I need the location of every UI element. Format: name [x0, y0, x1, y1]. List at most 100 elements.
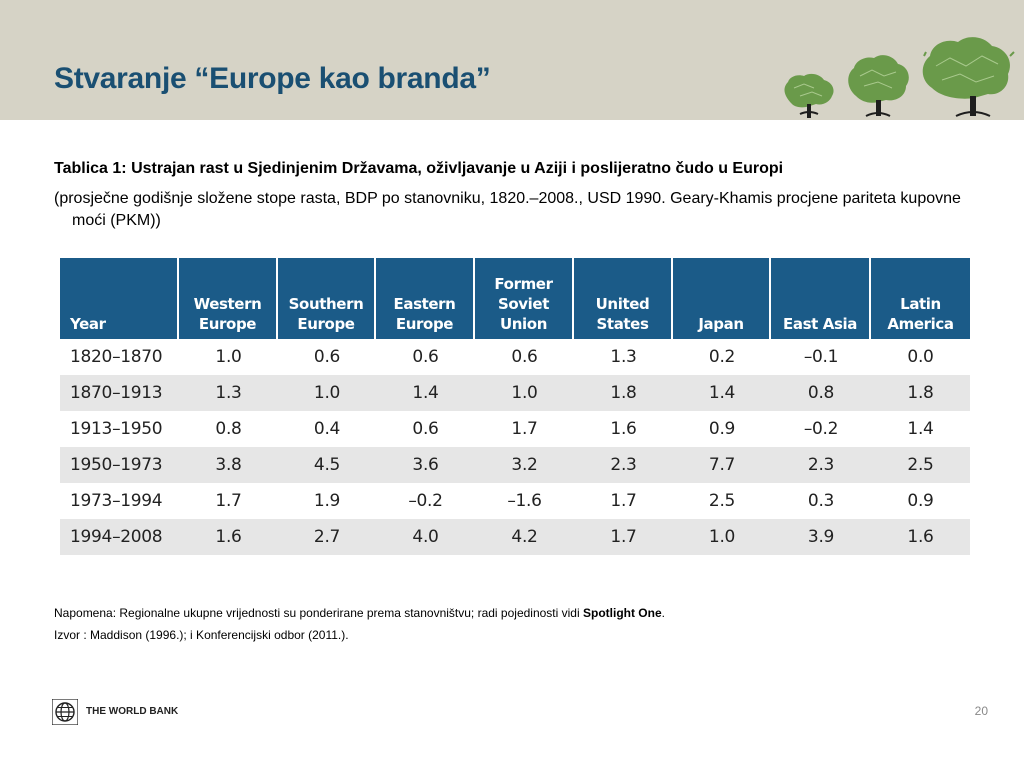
value-cell: 0.4: [313, 419, 341, 439]
table-row: 1870–1913 1.3 1.0 1.4 1.0 1.8 1.4 0.8 1.8: [60, 375, 970, 411]
column-header: Eastern Europe: [376, 258, 475, 339]
table-note: Napomena: Regionalne ukupne vrijednosti …: [54, 606, 665, 620]
value-cell: 1.3: [610, 347, 637, 367]
note-bold-link: Spotlight One: [582, 606, 662, 620]
table-body: 1820–1870 1.0 0.6 0.6 0.6 1.3 0.2 –0.1 0.0 1870–1…: [60, 339, 970, 555]
value-cell: 3.9: [771, 519, 871, 555]
value-cell: 4.2: [475, 519, 574, 555]
value-cell: 4.5: [278, 447, 376, 483]
growth-rates-table: Year Western Europe Southern Europe Eastern Eu…: [60, 258, 970, 555]
value-cell: 0.3: [807, 491, 835, 511]
value-cell: 1.7: [574, 519, 673, 555]
column-header-line: Year: [70, 315, 106, 333]
small-tree-icon: [784, 73, 834, 118]
value-cell: 1.7: [610, 491, 637, 511]
value-cell: 1.7: [511, 419, 538, 439]
table-header: Year Western Europe Southern Europe Eastern Eu…: [60, 258, 970, 339]
column-header: Southern Europe: [278, 258, 376, 339]
value-cell: 1.6: [610, 419, 637, 439]
column-header-line: Union: [500, 315, 547, 333]
period-cell: 1870–1913: [60, 375, 179, 411]
column-header: Year: [60, 258, 179, 339]
large-tree-icon: [922, 37, 1015, 117]
value-cell: 3.2: [475, 447, 574, 483]
column-header-line: States: [596, 315, 649, 333]
table-row: 1950–1973 3.8 4.5 3.6 3.2 2.3 7.7 2.3 2.5: [60, 447, 970, 483]
table-row: 1820–1870 1.0 0.6 0.6 0.6 1.3 0.2 –0.1 0.0: [60, 339, 970, 375]
value-cell: 1.4: [673, 375, 771, 411]
value-cell: 0.6: [412, 347, 439, 367]
value-cell: 0.2: [708, 347, 736, 367]
value-cell: –0.2: [408, 491, 443, 511]
period-cell: 1913–1950: [70, 419, 163, 439]
value-cell: 7.7: [673, 447, 771, 483]
value-cell: 1.3: [179, 375, 278, 411]
column-header: Latin America: [871, 258, 970, 339]
table-row: 1913–1950 0.8 0.4 0.6 1.7 1.6 0.9 –0.2 1.4: [60, 411, 970, 447]
column-header-line: Southern: [288, 295, 364, 313]
slide-title: Stvaranje “Europe kao branda”: [54, 62, 491, 95]
value-cell: 0.8: [215, 419, 242, 439]
europe-map-trees-icon: [784, 37, 1015, 118]
column-header-line: Former: [494, 275, 553, 293]
column-header: Western Europe: [179, 258, 278, 339]
value-cell: 0.9: [708, 419, 736, 439]
value-cell: 2.5: [708, 491, 736, 511]
column-header: Former Soviet Union: [475, 258, 574, 339]
column-header-line: Japan: [698, 315, 744, 333]
header-band: Stvaranje “Europe kao branda”: [0, 0, 1024, 120]
column-header-line: Western: [193, 295, 262, 313]
world-bank-globe-icon: [52, 699, 78, 725]
value-cell: 1.0: [215, 347, 242, 367]
value-cell: 1.4: [907, 419, 934, 439]
column-header-line: Eastern: [393, 295, 456, 313]
value-cell: 1.8: [574, 375, 673, 411]
value-cell: 0.0: [907, 347, 934, 367]
value-cell: 2.7: [278, 519, 376, 555]
column-header-line: Europe: [395, 315, 454, 333]
value-cell: –0.1: [803, 347, 839, 367]
column-header: East Asia: [771, 258, 871, 339]
value-cell: 1.7: [215, 491, 242, 511]
value-cell: 1.4: [376, 375, 475, 411]
header-row: Year Western Europe Southern Europe Eastern Eu…: [60, 258, 970, 339]
period-cell: 1994–2008: [60, 519, 179, 555]
medium-tree-icon: [848, 55, 909, 117]
value-cell: 2.3: [574, 447, 673, 483]
value-cell: 1.8: [871, 375, 970, 411]
value-cell: 2.3: [771, 447, 871, 483]
table-row: 1994–2008 1.6 2.7 4.0 4.2 1.7 1.0 3.9 1.6: [60, 519, 970, 555]
period-cell: 1973–1994: [70, 491, 163, 511]
value-cell: 4.0: [376, 519, 475, 555]
value-cell: –0.2: [803, 419, 839, 439]
value-cell: 0.8: [771, 375, 871, 411]
note-suffix: .: [661, 606, 665, 620]
value-cell: –1.6: [507, 491, 542, 511]
value-cell: 3.6: [376, 447, 475, 483]
value-cell: 1.0: [475, 375, 574, 411]
column-header-line: America: [887, 315, 954, 333]
table-source: Izvor : Maddison (1996.); i Konferencijs…: [54, 628, 349, 642]
column-header: United States: [574, 258, 673, 339]
value-cell: 0.6: [511, 347, 538, 367]
page-number: 20: [974, 704, 988, 718]
column-header-line: Europe: [297, 315, 355, 333]
value-cell: 0.6: [412, 419, 439, 439]
column-header-line: East Asia: [783, 315, 857, 333]
value-cell: 1.9: [313, 491, 341, 511]
value-cell: 1.6: [871, 519, 970, 555]
value-cell: 3.8: [179, 447, 278, 483]
table-subcaption: (prosječne godišnje složene stope rasta,…: [54, 190, 961, 229]
period-cell: 1950–1973: [60, 447, 179, 483]
column-header-line: Soviet: [498, 295, 549, 313]
note-text: Napomena: Regionalne ukupne vrijednosti …: [54, 606, 583, 620]
column-header-line: Europe: [198, 315, 257, 333]
value-cell: 1.0: [673, 519, 771, 555]
period-cell: 1820–1870: [70, 347, 163, 367]
column-header: Japan: [673, 258, 771, 339]
table-caption: Tablica 1: Ustrajan rast u Sjedinjenim D…: [54, 160, 784, 177]
value-cell: 1.0: [278, 375, 376, 411]
column-header-line: United: [595, 295, 650, 313]
value-cell: 0.6: [313, 347, 341, 367]
world-bank-logo-text: THE WORLD BANK: [86, 706, 179, 717]
